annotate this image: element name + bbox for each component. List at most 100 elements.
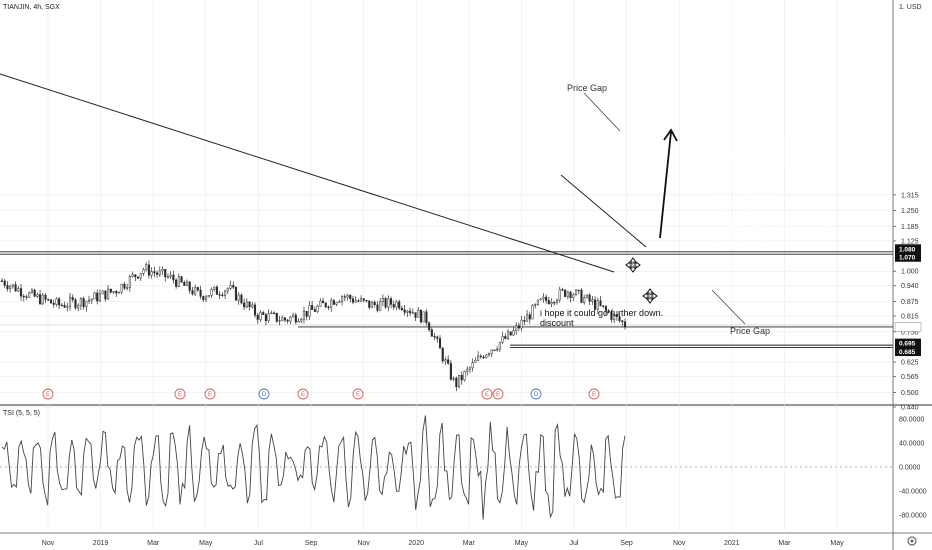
candle-body bbox=[335, 302, 338, 305]
candle-body bbox=[210, 289, 213, 296]
symbol-title[interactable]: TIANJIN, 4h, SGX bbox=[3, 4, 60, 11]
earnings-marker[interactable] bbox=[174, 388, 186, 400]
earnings-marker[interactable] bbox=[204, 388, 216, 400]
candle-body bbox=[229, 285, 232, 289]
candle-body bbox=[221, 294, 224, 297]
candle-body bbox=[262, 312, 265, 315]
candle-body bbox=[9, 285, 12, 290]
earnings-marker[interactable] bbox=[42, 388, 54, 400]
trendline-short-down[interactable] bbox=[560, 174, 647, 248]
tsi-title[interactable]: TSI (5, 5, 5) bbox=[3, 410, 40, 417]
currency-label[interactable]: 1. USD bbox=[899, 4, 922, 11]
fundamentals-stats: MKT CAP : 817.82M ROE : 11.28% P/E : 6.84 P… bbox=[711, 135, 837, 252]
move-cursor-icon[interactable] bbox=[642, 288, 658, 304]
candle-body bbox=[498, 341, 501, 350]
candle-body bbox=[126, 287, 129, 289]
event-marker-label: E bbox=[356, 392, 360, 398]
earnings-marker[interactable] bbox=[492, 388, 504, 400]
tsi-tick-label: -80.0000 bbox=[899, 513, 927, 520]
price-tick-label: 0.815 bbox=[901, 314, 919, 321]
time-tick-label: 2019 bbox=[93, 540, 109, 547]
candle-body bbox=[349, 295, 352, 299]
candle-body bbox=[79, 298, 82, 306]
candle-body bbox=[120, 283, 123, 293]
candle-body bbox=[204, 296, 208, 300]
candle-body bbox=[588, 294, 591, 302]
candle-body bbox=[607, 310, 610, 313]
price-level-badge[interactable] bbox=[895, 347, 921, 357]
candle-body bbox=[417, 309, 420, 318]
candle-body bbox=[55, 298, 58, 305]
candle-body bbox=[468, 367, 471, 370]
price-pane[interactable] bbox=[0, 0, 893, 405]
candle-body bbox=[273, 312, 276, 314]
earnings-marker[interactable] bbox=[297, 388, 309, 400]
target-arrow-shaft[interactable] bbox=[659, 131, 672, 239]
candle-body bbox=[621, 320, 624, 323]
candle-body bbox=[240, 294, 243, 304]
candle-body bbox=[145, 264, 148, 270]
candle-body bbox=[166, 276, 170, 278]
candle-body bbox=[433, 336, 436, 338]
earnings-marker[interactable] bbox=[481, 388, 493, 400]
candle-body bbox=[139, 273, 142, 279]
candle-body bbox=[534, 304, 537, 306]
candle-body bbox=[604, 306, 608, 311]
candle-body bbox=[520, 319, 523, 329]
dividend-marker[interactable] bbox=[258, 388, 270, 400]
earnings-marker[interactable] bbox=[588, 388, 600, 400]
price-level-badge[interactable] bbox=[894, 322, 922, 332]
candle-body bbox=[580, 289, 583, 303]
trendline-long-down[interactable] bbox=[0, 73, 615, 273]
drawings: Price Gap Price Gap i hope it could go f… bbox=[0, 73, 770, 336]
candle-body bbox=[330, 300, 333, 308]
earnings-marker[interactable] bbox=[352, 388, 364, 400]
candle-body bbox=[536, 299, 539, 305]
candle-body bbox=[319, 300, 322, 307]
candle-body bbox=[74, 299, 77, 309]
time-tick-label: 2020 bbox=[408, 540, 424, 547]
candle-body bbox=[134, 274, 137, 278]
price-axis[interactable]: 1.315 1.250 1.185 1.125 1.000 0.940 0.875 0.815… bbox=[893, 192, 922, 411]
candle-body bbox=[112, 291, 115, 293]
time-axis[interactable]: Nov 2019 Mar May Jul Sep Nov 2020 Mar May Jul Sep No… bbox=[42, 540, 844, 547]
candle-body bbox=[346, 295, 349, 298]
move-cursor-icon[interactable] bbox=[625, 257, 641, 273]
price-level-badge[interactable] bbox=[895, 244, 921, 254]
candle-body bbox=[430, 329, 433, 337]
candle-body bbox=[278, 320, 281, 322]
gear-icon[interactable] bbox=[907, 536, 917, 546]
time-tick-label: 2021 bbox=[724, 540, 740, 547]
candle-body bbox=[357, 300, 360, 302]
candle-body bbox=[180, 276, 183, 283]
candle-body bbox=[19, 288, 23, 297]
target-arrow-head[interactable] bbox=[663, 128, 678, 142]
candle-body bbox=[569, 291, 572, 299]
candle-body bbox=[185, 281, 189, 286]
candle-body bbox=[558, 289, 561, 301]
candle-body bbox=[188, 281, 191, 291]
tsi-series bbox=[1, 415, 626, 520]
candle-body bbox=[528, 314, 531, 320]
candle-body bbox=[30, 289, 33, 294]
stat-line: CURR RATIO : 2.29 bbox=[711, 220, 832, 235]
price-gap-upper-label: Price Gap bbox=[567, 83, 607, 93]
price-tick-label: 0.875 bbox=[901, 299, 919, 306]
price-tick-label: 0.940 bbox=[901, 283, 919, 290]
candle-body bbox=[194, 287, 197, 295]
indicator-pane[interactable] bbox=[0, 405, 893, 533]
tsi-axis[interactable]: 80.0000 40.0000 0.0000 -40.0000 -80.0000 bbox=[899, 417, 927, 520]
price-level-badge[interactable] bbox=[895, 252, 921, 262]
price-level-badge[interactable] bbox=[895, 338, 921, 348]
candle-body bbox=[596, 300, 599, 310]
candle-body bbox=[547, 300, 550, 305]
candle-body bbox=[207, 295, 210, 298]
candle-body bbox=[425, 311, 428, 324]
candle-body bbox=[60, 304, 63, 307]
dividend-marker[interactable] bbox=[530, 388, 542, 400]
candle-body bbox=[623, 321, 627, 328]
candle-body bbox=[360, 298, 363, 302]
candle-body bbox=[172, 274, 175, 281]
level-lines bbox=[0, 251, 893, 349]
